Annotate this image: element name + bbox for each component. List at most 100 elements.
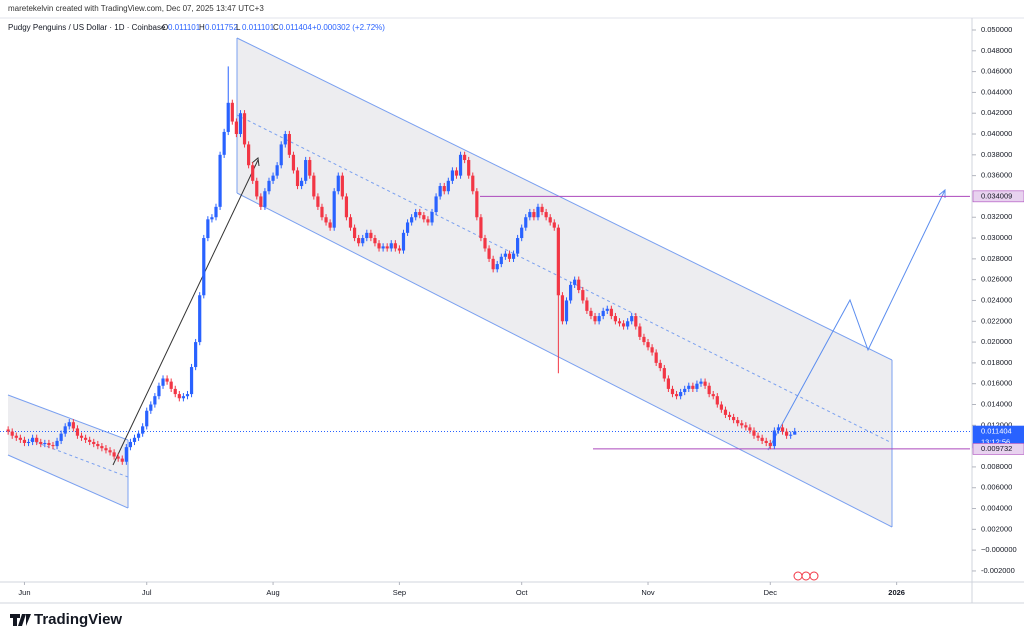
candle-body xyxy=(691,385,695,389)
candle-body xyxy=(157,385,161,397)
candle-body xyxy=(340,175,344,197)
candle-body xyxy=(613,316,618,322)
candle-body xyxy=(463,154,467,161)
candle-body xyxy=(434,196,438,213)
candle-body xyxy=(568,284,573,301)
candle-body xyxy=(760,437,764,441)
candle-body xyxy=(35,437,39,442)
candle-body xyxy=(22,439,27,443)
candle-body xyxy=(634,316,638,327)
arrow-head xyxy=(251,157,260,167)
candle-body xyxy=(234,121,238,135)
candle-body xyxy=(149,404,153,411)
y-tick-label: 0.032000 xyxy=(981,212,1012,221)
candle-body xyxy=(194,342,198,368)
candle-body xyxy=(324,217,328,223)
arrow-head xyxy=(938,188,946,198)
channel-line xyxy=(236,192,893,528)
candle-body xyxy=(189,367,194,395)
candle-body xyxy=(516,238,520,254)
candle-body xyxy=(736,420,740,424)
candle-body xyxy=(495,264,499,270)
x-tick-label: Jun xyxy=(18,588,30,597)
candle-body xyxy=(740,423,744,426)
candle-body xyxy=(222,131,226,155)
candle-body xyxy=(744,425,748,428)
candle-body xyxy=(251,165,255,181)
candle-body xyxy=(621,323,626,327)
candle-body xyxy=(414,212,418,218)
candle-body xyxy=(83,437,88,440)
candle-body xyxy=(230,102,234,122)
candle-body xyxy=(756,435,760,438)
candle-body xyxy=(556,227,560,296)
candle-body xyxy=(120,458,124,462)
candle-body xyxy=(202,238,206,296)
candle-body xyxy=(304,160,308,181)
candle-body xyxy=(654,352,658,363)
y-tick-label: 0.048000 xyxy=(981,46,1012,55)
legend-key: C xyxy=(273,23,279,32)
candle-body xyxy=(410,217,414,223)
candle-body xyxy=(499,256,503,265)
candle-body xyxy=(772,430,776,447)
candle-body xyxy=(430,212,434,223)
y-tick-label: 0.030000 xyxy=(981,233,1012,242)
candle-body xyxy=(214,206,218,218)
candle-body xyxy=(218,154,222,207)
candle-body xyxy=(328,222,332,228)
candle-body xyxy=(589,310,593,317)
candle-body xyxy=(732,416,736,421)
candle-body xyxy=(275,165,279,176)
candle-body xyxy=(520,227,524,239)
candle-body xyxy=(173,388,177,395)
event-icon xyxy=(793,571,803,581)
x-tick-label: 2026 xyxy=(888,588,905,597)
legend-value: 0.011752 xyxy=(205,23,238,32)
candle-body xyxy=(609,308,613,317)
candle-body xyxy=(255,180,259,197)
logo: TradingView xyxy=(10,611,122,628)
x-tick-label: Dec xyxy=(764,588,778,597)
candle-body xyxy=(658,362,662,369)
candle-body xyxy=(385,246,389,249)
candle-body xyxy=(401,232,406,251)
candle-body xyxy=(471,175,475,192)
y-tick-label: 0.050000 xyxy=(981,25,1012,34)
candle-body xyxy=(727,414,732,417)
candle-body xyxy=(259,196,263,207)
projection-path xyxy=(767,189,946,451)
candle-body xyxy=(267,180,271,192)
candle-body xyxy=(577,279,581,291)
candle-body xyxy=(507,253,512,259)
candle-body xyxy=(71,422,75,429)
candle-body xyxy=(316,196,320,207)
trend-arrow xyxy=(112,159,259,466)
candle-body xyxy=(536,206,540,218)
channel-mid xyxy=(236,114,893,444)
y-tick-label: 0.020000 xyxy=(981,337,1012,346)
candle-body xyxy=(458,154,463,176)
candle-body xyxy=(271,175,275,181)
candle-body xyxy=(31,437,35,442)
legend-value: 0.011101 xyxy=(168,23,201,32)
candle-body xyxy=(63,426,67,434)
candle-body xyxy=(39,441,43,445)
y-tick-label: 0.008000 xyxy=(981,462,1012,471)
candle-body xyxy=(263,191,267,207)
candle-body xyxy=(112,452,116,457)
candle-body xyxy=(287,134,291,155)
candle-body xyxy=(141,426,145,434)
y-tick-label: 0.040000 xyxy=(981,129,1012,138)
candle-body xyxy=(674,394,679,397)
y-tick-label: 0.024000 xyxy=(981,295,1012,304)
x-tick-label: Oct xyxy=(516,588,529,597)
candle-body xyxy=(479,217,483,239)
candle-body xyxy=(206,219,210,239)
candle-body xyxy=(511,253,516,259)
event-icon xyxy=(809,571,819,581)
candle-body xyxy=(51,445,55,447)
y-tick-label: 0.046000 xyxy=(981,67,1012,76)
candle-body xyxy=(6,429,10,432)
